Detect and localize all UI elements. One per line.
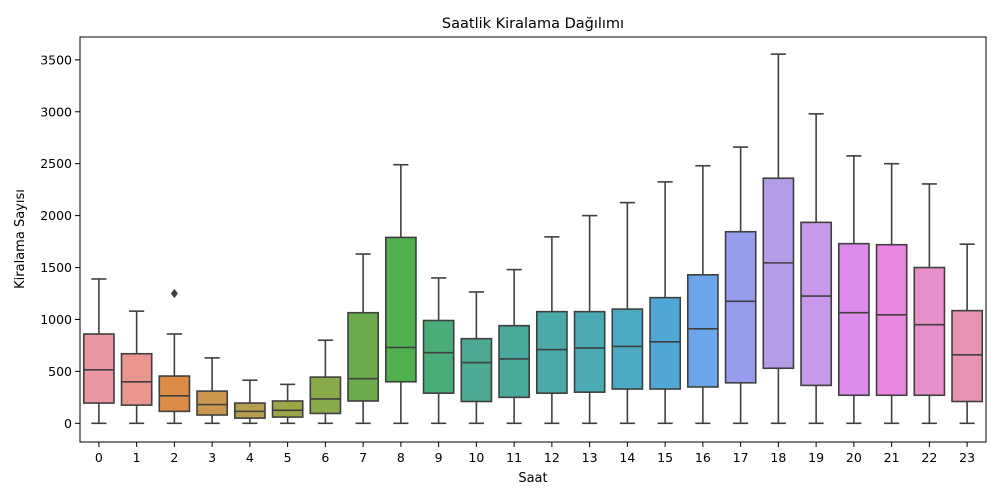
box-19 — [800, 113, 833, 425]
box-22 — [913, 183, 946, 425]
x-tick-label: 1 — [133, 450, 141, 465]
box-16 — [686, 164, 719, 425]
box-2 — [158, 288, 191, 425]
box-iqr — [158, 375, 191, 413]
x-tick-label: 16 — [695, 450, 711, 465]
box-iqr — [82, 333, 115, 404]
box-iqr — [611, 308, 644, 390]
x-tick-label: 11 — [506, 450, 522, 465]
box-iqr — [686, 274, 719, 388]
box-iqr — [762, 177, 795, 370]
x-tick-label: 14 — [619, 450, 635, 465]
x-tick-label: 18 — [770, 450, 786, 465]
y-axis-label: Kiralama Sayısı — [13, 189, 28, 289]
box-iqr — [573, 310, 606, 393]
x-tick-label: 2 — [170, 450, 178, 465]
box-iqr — [196, 390, 229, 416]
boxes-layer — [82, 53, 984, 425]
box-iqr — [800, 221, 833, 387]
x-tick-label: 4 — [246, 450, 254, 465]
box-iqr — [347, 311, 380, 402]
y-tick-label: 1500 — [40, 260, 72, 275]
box-21 — [875, 162, 908, 425]
box-0 — [82, 278, 115, 425]
x-axis: 0 1 2 3 4 5 6 7 8 9 10 11 12 13 14 15 16 17 18 19 20 21 22 23 — [95, 442, 975, 465]
x-tick-label: 3 — [208, 450, 216, 465]
x-tick-label: 23 — [959, 450, 975, 465]
box-5 — [271, 383, 304, 425]
y-axis: 0 500 1000 1500 2000 2500 3000 3500 — [40, 52, 80, 431]
box-13 — [573, 214, 606, 425]
box-iqr — [875, 243, 908, 397]
box-4 — [233, 379, 266, 425]
box-15 — [649, 181, 682, 425]
x-tick-label: 15 — [657, 450, 673, 465]
x-tick-label: 22 — [921, 450, 937, 465]
y-tick-label: 3500 — [40, 52, 72, 67]
y-tick-label: 0 — [64, 416, 72, 431]
box-12 — [535, 236, 568, 425]
box-iqr — [535, 310, 568, 394]
x-tick-label: 9 — [435, 450, 443, 465]
box-iqr — [649, 296, 682, 390]
box-iqr — [422, 319, 455, 394]
x-tick-label: 6 — [321, 450, 329, 465]
y-tick-label: 3000 — [40, 104, 72, 119]
box-14 — [611, 201, 644, 425]
y-tick-label: 500 — [48, 364, 72, 379]
x-tick-label: 13 — [582, 450, 598, 465]
outlier-point — [170, 288, 178, 299]
box-iqr — [384, 236, 417, 383]
box-iqr — [951, 309, 984, 403]
chart-title: Saatlik Kiralama Dağılımı — [442, 16, 624, 32]
y-tick-label: 2500 — [40, 156, 72, 171]
box-8 — [384, 163, 417, 425]
box-iqr — [724, 230, 757, 384]
box-iqr — [309, 376, 342, 415]
x-tick-label: 8 — [397, 450, 405, 465]
box-6 — [309, 339, 342, 425]
box-9 — [422, 277, 455, 425]
x-axis-label: Saat — [518, 471, 547, 486]
box-iqr — [120, 352, 153, 406]
box-iqr — [498, 324, 531, 399]
box-7 — [347, 253, 380, 425]
x-tick-label: 20 — [846, 450, 862, 465]
x-tick-label: 21 — [884, 450, 900, 465]
x-tick-label: 19 — [808, 450, 824, 465]
box-18 — [762, 53, 795, 425]
box-iqr — [460, 337, 493, 403]
plot-frame — [79, 36, 987, 443]
box-1 — [120, 310, 153, 425]
x-tick-label: 5 — [284, 450, 292, 465]
box-20 — [837, 155, 870, 425]
box-23 — [951, 243, 984, 425]
box-iqr — [913, 266, 946, 397]
x-tick-label: 0 — [95, 450, 103, 465]
box-11 — [498, 268, 531, 425]
x-tick-label: 12 — [544, 450, 560, 465]
x-tick-label: 10 — [468, 450, 484, 465]
box-17 — [724, 146, 757, 425]
box-iqr — [837, 242, 870, 397]
box-3 — [196, 357, 229, 425]
box-iqr — [271, 400, 304, 418]
x-tick-label: 7 — [359, 450, 367, 465]
y-tick-label: 1000 — [40, 312, 72, 327]
y-tick-label: 2000 — [40, 208, 72, 223]
x-tick-label: 17 — [733, 450, 749, 465]
box-10 — [460, 291, 493, 425]
